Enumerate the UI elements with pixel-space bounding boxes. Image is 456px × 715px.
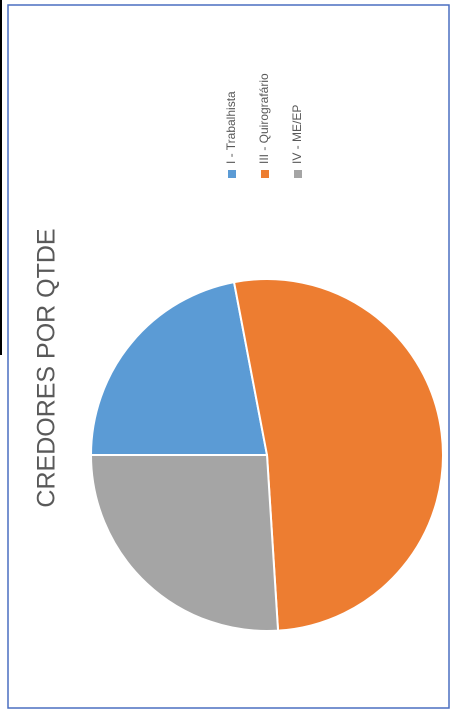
legend-marker [294, 170, 302, 178]
legend-entry: IV - ME/EP [290, 105, 304, 178]
legend-marker [261, 170, 269, 178]
pie-slice [89, 454, 280, 632]
pie-slice [89, 280, 269, 456]
pie-slice [232, 278, 444, 632]
legend-entry: III - Quirografário [257, 73, 271, 178]
legend-label: I - Trabalhista [224, 91, 238, 164]
legend-marker [228, 170, 236, 178]
legend-label: III - Quirografário [257, 73, 271, 164]
chart-title: CREDORES POR QTDE [33, 228, 61, 507]
legend-entry: I - Trabalhista [224, 91, 238, 178]
legend-label: IV - ME/EP [290, 105, 304, 164]
